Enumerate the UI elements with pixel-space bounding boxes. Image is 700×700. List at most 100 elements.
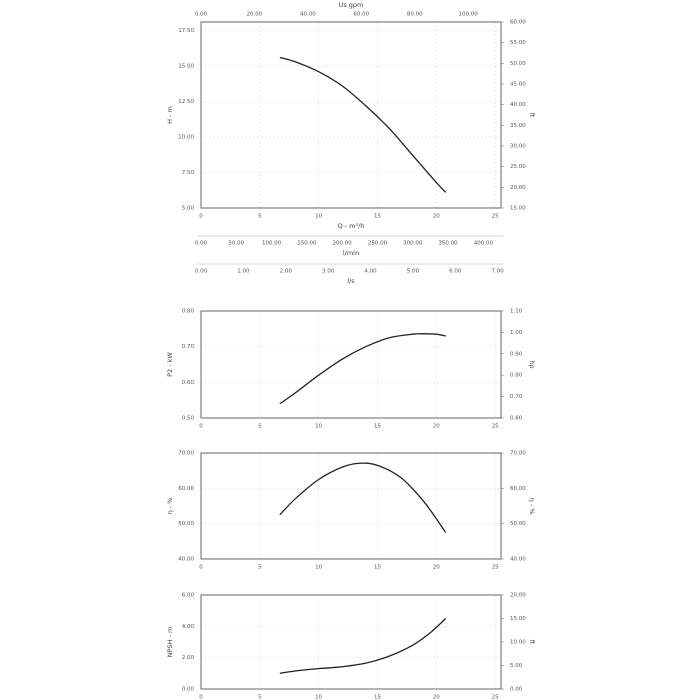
y-tick-label: 4.00 — [182, 624, 195, 630]
y2-tick-label: 0.90 — [510, 351, 523, 357]
y-tick-label: 6.00 — [182, 593, 195, 599]
curve — [279, 618, 447, 674]
extra-tick-label: 2.00 — [280, 269, 293, 275]
x2-tick-label: 80.00 — [407, 12, 423, 18]
extra-tick-label: 0.00 — [195, 269, 208, 275]
x-tick-label: 10 — [315, 424, 322, 430]
plot-frame — [200, 594, 502, 690]
y2-tick-label: 60.00 — [510, 486, 526, 492]
extra-tick-label: 150.00 — [297, 241, 317, 247]
y2-tick-label: 70.00 — [510, 451, 526, 457]
x-tick-label: 5 — [258, 565, 262, 571]
y-tick-label: 7.50 — [182, 170, 195, 176]
y-tick-label: 70.00 — [178, 451, 194, 457]
y2-tick-label: 1.10 — [510, 309, 523, 315]
x-tick-label: 15 — [374, 424, 381, 430]
y-tick-label: 2.00 — [182, 655, 195, 661]
x-tick-label: 0 — [199, 565, 203, 571]
x-tick-label: 20 — [433, 424, 440, 430]
y2-tick-label: 20.00 — [510, 593, 526, 599]
y2-tick-label: 0.60 — [510, 416, 523, 422]
x-tick-label: 25 — [492, 565, 499, 571]
y2-tick-label: 30.00 — [510, 144, 526, 150]
x-tick-label: 25 — [492, 695, 499, 700]
extra-tick-label: 7.00 — [491, 269, 504, 275]
x-tick-label: 10 — [315, 695, 322, 700]
y2-axis-label: ft — [528, 640, 536, 645]
y2-tick-label: 5.00 — [510, 663, 523, 669]
x2-tick-label: 40.00 — [300, 12, 316, 18]
x-tick-label: 10 — [315, 214, 322, 220]
y-tick-label: 5.00 — [182, 206, 195, 212]
y2-tick-label: 60.00 — [510, 20, 526, 26]
y2-tick-label: 20.00 — [510, 185, 526, 191]
x-tick-label: 15 — [374, 695, 381, 700]
y2-axis-label: hp — [528, 360, 536, 368]
x2-tick-label: 60.00 — [353, 12, 369, 18]
y2-tick-label: 0.00 — [510, 687, 523, 693]
y2-tick-label: 15.00 — [510, 206, 526, 212]
y-tick-label: 12.50 — [178, 99, 194, 105]
x-tick-label: 15 — [374, 214, 381, 220]
y-tick-label: 10.00 — [178, 135, 194, 141]
y2-tick-label: 45.00 — [510, 82, 526, 88]
y2-tick-label: 40.00 — [510, 102, 526, 108]
x-tick-label: 15 — [374, 565, 381, 571]
y2-tick-label: 55.00 — [510, 40, 526, 46]
x-axis-label: Q - m³/h — [338, 222, 365, 230]
x-tick-label: 20 — [433, 695, 440, 700]
y2-tick-label: 10.00 — [510, 640, 526, 646]
x2-axis-label: Us gpm — [339, 1, 364, 9]
extra-tick-label: 4.00 — [364, 269, 377, 275]
y-tick-label: 0.60 — [182, 380, 195, 386]
x-tick-label: 0 — [199, 214, 203, 220]
y2-tick-label: 50.00 — [510, 521, 526, 527]
x2-tick-label: 100.00 — [459, 12, 479, 18]
x-tick-label: 25 — [492, 424, 499, 430]
y-tick-label: 40.00 — [178, 557, 194, 563]
y2-tick-label: 0.80 — [510, 373, 523, 379]
x-tick-label: 0 — [199, 424, 203, 430]
x2-tick-label: 20.00 — [247, 12, 263, 18]
extra-tick-label: 0.00 — [195, 241, 208, 247]
y2-tick-label: 50.00 — [510, 61, 526, 67]
y-tick-label: 60.00 — [178, 486, 194, 492]
y-tick-label: 0.70 — [182, 344, 195, 350]
extra-tick-label: 3.00 — [322, 269, 335, 275]
x-tick-label: 5 — [258, 695, 262, 700]
extra-tick-label: 200.00 — [333, 241, 353, 247]
y-tick-label: 15.00 — [178, 64, 194, 70]
y-axis-label: NPSH - m — [166, 627, 174, 658]
x2-tick-label: 0.00 — [195, 12, 208, 18]
extra-tick-label: 100.00 — [262, 241, 282, 247]
y2-tick-label: 40.00 — [510, 557, 526, 563]
extra-tick-label: 250.00 — [368, 241, 388, 247]
y2-axis-label: η - % — [528, 498, 536, 515]
extra-tick-label: 1.00 — [237, 269, 250, 275]
x-tick-label: 10 — [315, 565, 322, 571]
x-tick-label: 5 — [258, 214, 262, 220]
extra-tick-label: 50.00 — [228, 241, 244, 247]
y2-tick-label: 1.00 — [510, 330, 523, 336]
x-tick-label: 5 — [258, 424, 262, 430]
extra-axis-label: l/s — [347, 277, 355, 285]
y-tick-label: 0.50 — [182, 416, 195, 422]
y-axis-label: H - m — [166, 106, 174, 124]
plot-frame — [200, 21, 502, 209]
y-tick-label: 17.50 — [178, 28, 194, 34]
y2-tick-label: 35.00 — [510, 123, 526, 129]
plot-frame — [200, 452, 502, 560]
y2-tick-label: 25.00 — [510, 164, 526, 170]
plot-frame — [200, 310, 502, 419]
y-tick-label: 0.80 — [182, 309, 195, 315]
extra-axis-label: l/min — [343, 249, 359, 257]
x-tick-label: 0 — [199, 695, 203, 700]
extra-tick-label: 5.00 — [407, 269, 420, 275]
extra-tick-label: 400.00 — [474, 241, 494, 247]
y-axis-label: P2 - kW — [166, 352, 174, 377]
y-tick-label: 0.00 — [182, 687, 195, 693]
y2-axis-label: ft — [528, 113, 536, 118]
curve — [279, 333, 446, 405]
extra-tick-label: 6.00 — [449, 269, 462, 275]
extra-tick-label: 350.00 — [438, 241, 458, 247]
